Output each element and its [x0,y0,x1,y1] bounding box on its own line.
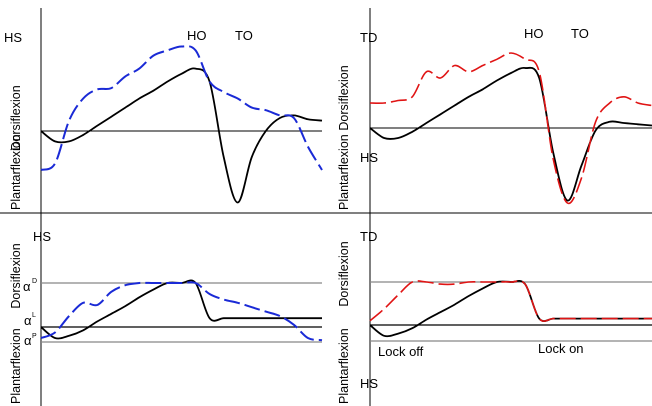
annotation-td: TD [360,30,377,45]
y-label-plantarflexion: Plantarflexion [337,134,351,210]
series-line-red-dashed [369,52,652,205]
annotation-td: TD [360,229,377,244]
series-line-red-dashed [369,280,652,322]
annotation-hs: HS [33,229,51,244]
series-line-black [369,66,652,202]
series-line-black [40,67,323,204]
alpha-d-symbol: α [23,279,31,294]
alpha-p-symbol: α [24,333,32,348]
alpha-l-superscript: L [32,312,36,319]
panel-top-right: Dorsiflexion Plantarflexion TD HS HO TO [337,8,652,213]
annotation-to: TO [571,26,589,41]
annotation-hs: HS [4,30,22,45]
y-label-plantarflexion: Plantarflexion [337,328,351,404]
y-label-dorsiflexion: Dorsiflexion [337,65,351,130]
annotation-hs: HS [360,150,378,165]
alpha-l-symbol: α [24,313,32,328]
panel-top-left: Dorsiflexion Plantarflexion HS HO TO [4,8,323,213]
annotation-lock-off: Lock off [378,344,424,359]
alpha-p-superscript: P [32,333,37,340]
annotation-to: TO [235,28,253,43]
series-line-blue-dashed [40,45,323,171]
panel-bottom-right: Dorsiflexion Plantarflexion TD HS Lock o… [337,213,652,406]
y-label-dorsiflexion: Dorsiflexion [9,85,23,150]
alpha-d-superscript: D [32,278,37,285]
annotation-ho: HO [187,28,207,43]
series-line-black [40,279,322,340]
panel-bottom-left: Dorsiflexion Plantarflexion HS α D α L α… [9,213,323,406]
y-label-dorsiflexion: Dorsiflexion [9,243,23,308]
series-line-blue-dashed [40,281,323,342]
y-label-dorsiflexion: Dorsiflexion [337,241,351,306]
y-label-plantarflexion: Plantarflexion [9,328,23,404]
annotation-ho: HO [524,26,544,41]
y-label-plantarflexion: Plantarflexion [9,134,23,210]
annotation-hs: HS [360,376,378,391]
series-line-black [369,280,652,338]
annotation-lock-on: Lock on [538,341,584,356]
